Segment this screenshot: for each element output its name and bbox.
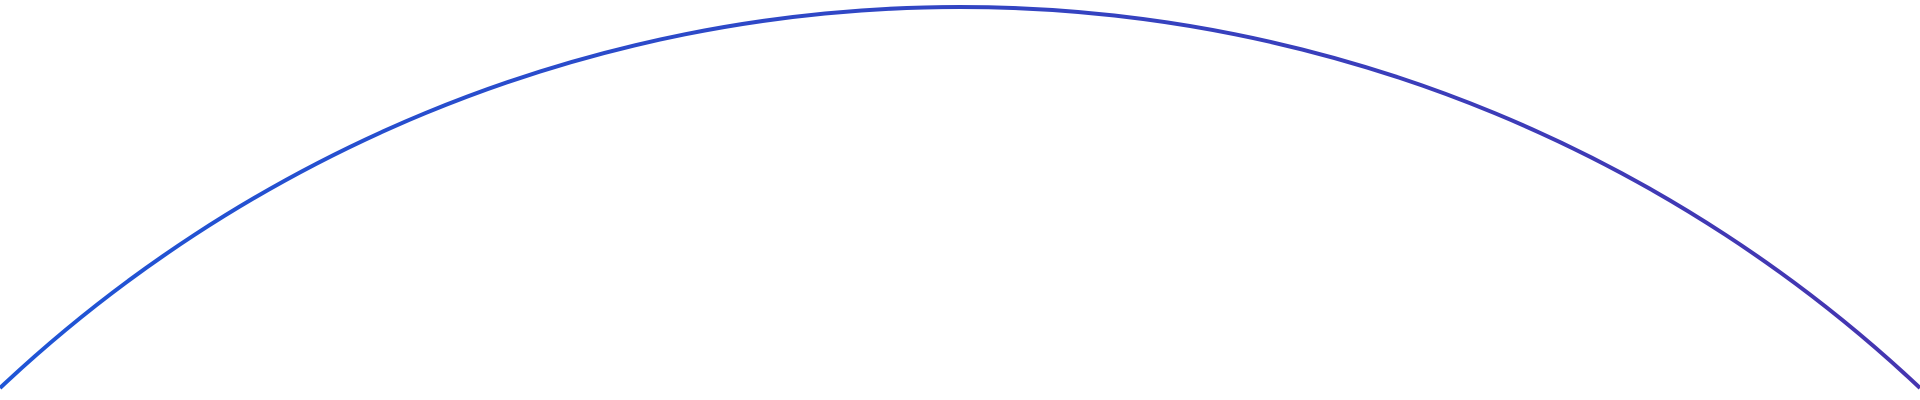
decorative-arc (0, 5, 1920, 390)
